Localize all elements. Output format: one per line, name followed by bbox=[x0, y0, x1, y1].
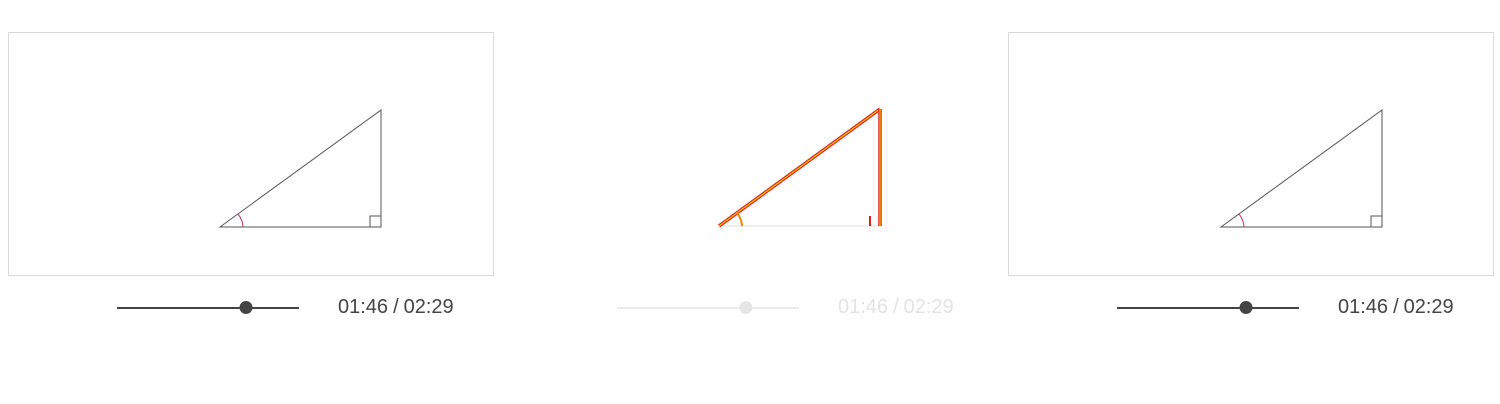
angle-arc bbox=[1238, 213, 1245, 228]
progress-fill bbox=[1117, 307, 1247, 309]
time-display: 01:46/02:29 bbox=[1338, 296, 1454, 318]
progress-slider[interactable] bbox=[1117, 301, 1299, 314]
video-canvas-left[interactable] bbox=[8, 32, 494, 276]
total-time: 02:29 bbox=[403, 296, 454, 318]
playback-controls-middle: 01:46/02:29 bbox=[508, 290, 994, 326]
right-angle-marker bbox=[369, 215, 381, 227]
triangle-diagram bbox=[218, 109, 382, 228]
right-triangle bbox=[218, 109, 382, 228]
progress-thumb[interactable] bbox=[239, 301, 253, 314]
video-canvas-right[interactable] bbox=[1008, 32, 1494, 276]
current-time: 01:46 bbox=[838, 296, 889, 318]
progress-thumb[interactable] bbox=[1239, 301, 1253, 314]
time-display: 01:46/02:29 bbox=[338, 296, 454, 318]
right-triangle bbox=[1219, 109, 1383, 228]
current-time: 01:46 bbox=[338, 296, 389, 318]
triangle-diagram-highlighted bbox=[717, 107, 882, 228]
time-display: 01:46/02:29 bbox=[838, 296, 954, 318]
total-time: 02:29 bbox=[903, 296, 954, 318]
video-canvas-middle[interactable] bbox=[508, 32, 994, 276]
triangle-diagram bbox=[1219, 109, 1383, 228]
progress-fill bbox=[117, 307, 247, 309]
progress-slider[interactable] bbox=[617, 301, 799, 314]
playback-controls-right: 01:46/02:29 bbox=[1008, 290, 1494, 326]
progress-fill bbox=[617, 307, 747, 309]
progress-thumb[interactable] bbox=[739, 301, 753, 314]
progress-slider[interactable] bbox=[117, 301, 299, 314]
current-time: 01:46 bbox=[1338, 296, 1389, 318]
angle-arc-highlight bbox=[736, 212, 743, 227]
playback-controls-left: 01:46/02:29 bbox=[8, 290, 494, 326]
total-time: 02:29 bbox=[1403, 296, 1454, 318]
right-angle-marker bbox=[1370, 215, 1382, 227]
angle-arc bbox=[237, 213, 244, 228]
hypotenuse-highlight-yellow bbox=[718, 108, 881, 227]
